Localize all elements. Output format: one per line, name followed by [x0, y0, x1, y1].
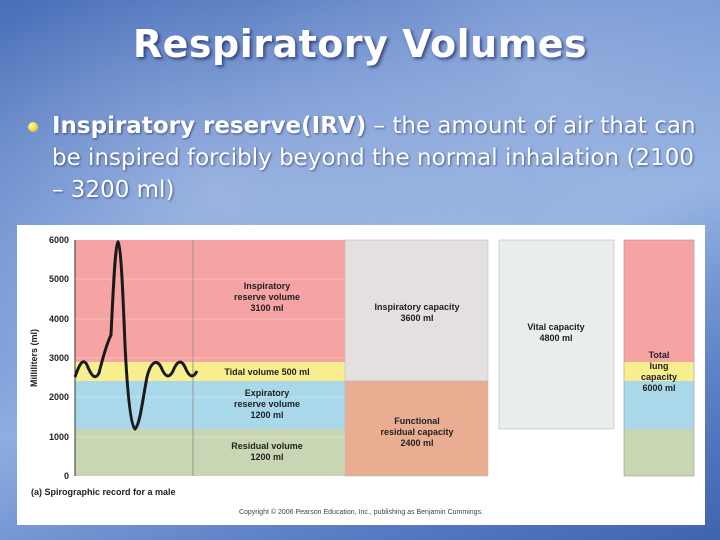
- irv-band: [75, 240, 360, 362]
- rv-label-2: 1200 ml: [250, 452, 283, 462]
- y-tick-6000: 6000: [49, 235, 69, 245]
- ic-label-1: Inspiratory capacity: [374, 302, 459, 312]
- y-tick-0: 0: [64, 471, 69, 481]
- tlc-label-4: 6000 ml: [642, 383, 675, 393]
- tlc-label-2: lung: [650, 361, 669, 371]
- bullet-point: Inspiratory reserve(IRV) – the amount of…: [28, 110, 708, 206]
- frc-label-1: Functional: [394, 416, 440, 426]
- tlc-column-tidal: [624, 362, 694, 381]
- y-axis-ticks: 6000 5000 4000 3000 2000 1000 0: [49, 235, 69, 481]
- grid-lines: [75, 278, 360, 438]
- rv-label-1: Residual volume: [231, 441, 303, 451]
- capacity-labels: Inspiratory capacity 3600 ml Functional …: [374, 302, 677, 448]
- tlc-label-3: capacity: [641, 372, 677, 382]
- spirogram-figure: 6000 5000 4000 3000 2000 1000 0 Millilit…: [17, 225, 705, 525]
- irv-label-1: Inspiratory: [244, 281, 291, 291]
- tidal-label: Tidal volume 500 ml: [224, 367, 309, 377]
- y-tick-1000: 1000: [49, 432, 69, 442]
- frc-label-2: residual capacity: [380, 427, 453, 437]
- spirogram-svg: 6000 5000 4000 3000 2000 1000 0 Millilit…: [29, 235, 695, 516]
- y-tick-4000: 4000: [49, 314, 69, 324]
- tidal-band: [75, 362, 360, 381]
- tlc-column-rv: [624, 429, 694, 476]
- erv-label-3: 1200 ml: [250, 410, 283, 420]
- bullet-description: – the amount of air that can be inspired…: [52, 113, 696, 203]
- y-axis-label: Milliliters (ml): [29, 329, 39, 387]
- erv-band: [75, 381, 360, 429]
- slide-title: Respiratory Volumes: [132, 22, 588, 66]
- irv-label-2: reserve volume: [234, 292, 300, 302]
- rv-band: [75, 429, 360, 476]
- erv-label-1: Expiratory: [245, 388, 290, 398]
- figure-caption: (a) Spirographic record for a male: [31, 487, 176, 497]
- ic-column: [344, 239, 489, 382]
- tlc-column-erv: [624, 381, 694, 429]
- vc-label-2: 4800 ml: [539, 333, 572, 343]
- y-tick-5000: 5000: [49, 274, 69, 284]
- vc-column: [498, 239, 615, 430]
- y-tick-2000: 2000: [49, 392, 69, 402]
- tlc-label-1: Total: [649, 350, 670, 360]
- irv-label-3: 3100 ml: [250, 303, 283, 313]
- figure-copyright: Copyright © 2006 Pearson Education, Inc.…: [239, 508, 483, 516]
- tlc-column-border: [623, 239, 695, 477]
- y-tick-3000: 3000: [49, 353, 69, 363]
- frc-label-3: 2400 ml: [400, 438, 433, 448]
- erv-label-2: reserve volume: [234, 399, 300, 409]
- bullet-term: Inspiratory reserve(IRV): [52, 113, 367, 139]
- bullet-text: Inspiratory reserve(IRV) – the amount of…: [52, 110, 708, 206]
- vc-label-1: Vital capacity: [527, 322, 584, 332]
- frc-column: [344, 380, 489, 477]
- bullet-dot-icon: [28, 122, 38, 132]
- spirogram-trace: [73, 239, 199, 431]
- tlc-column-top: [624, 240, 694, 362]
- ic-label-2: 3600 ml: [400, 313, 433, 323]
- volume-labels: Inspiratory reserve volume 3100 ml Tidal…: [224, 281, 309, 462]
